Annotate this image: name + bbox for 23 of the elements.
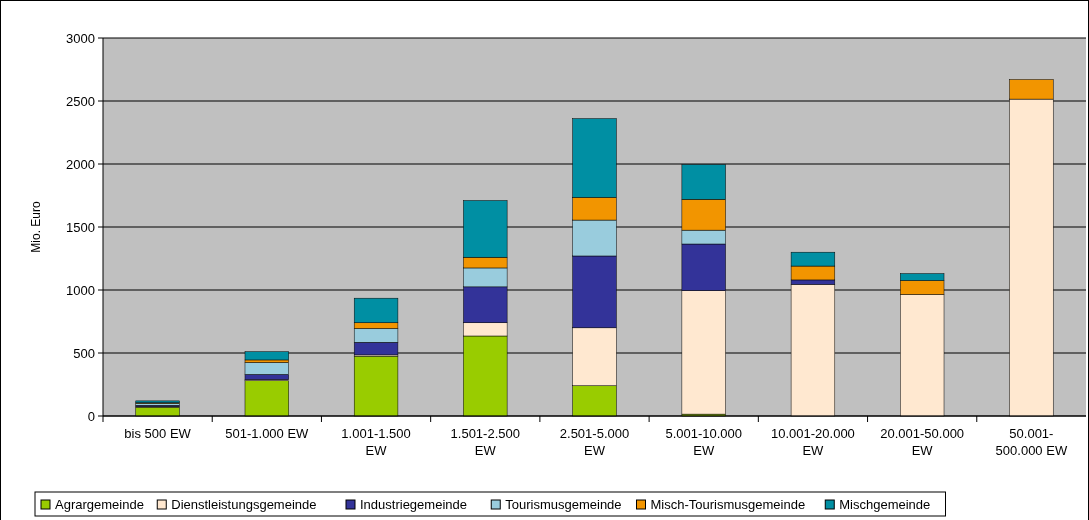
legend-label: Industriegemeinde [360, 497, 467, 512]
x-tick-label: 50.001-500.000 EW [995, 426, 1068, 458]
y-tick-label: 2000 [66, 156, 95, 172]
y-tick-label: 0 [87, 408, 95, 424]
y-tick-label: 1500 [66, 219, 95, 235]
legend-label: Tourismusgemeinde [505, 497, 622, 512]
x-tick-label: 1.001-1.500 EW [341, 426, 411, 458]
legend-label: Agrargemeinde [55, 497, 144, 512]
x-tick-label: 20.001-50.000 EW [880, 426, 965, 458]
x-tick-label: 2.501-5.000 EW [559, 426, 630, 458]
legend-label: Misch-Tourismusgemeinde [650, 497, 806, 512]
y-axis-title: Mio. Euro [29, 201, 43, 253]
x-tick-label: 5.001-10.000 EW [665, 426, 743, 458]
y-tick-label: 2500 [66, 93, 95, 109]
x-tick-label: 501-1.000 EW [225, 426, 310, 441]
legend-label: Dienstleistungsgemeinde [171, 497, 317, 512]
y-tick-label: 500 [73, 345, 95, 361]
x-tick-label: 10.001-20.000 EW [771, 426, 855, 458]
y-tick-label: 3000 [66, 30, 95, 46]
legend-label: Mischgemeinde [839, 497, 931, 512]
x-tick-label: bis 500 EW [124, 426, 192, 441]
y-tick-label: 1000 [66, 282, 95, 298]
x-tick-label: 1.501-2.500 EW [450, 426, 520, 458]
